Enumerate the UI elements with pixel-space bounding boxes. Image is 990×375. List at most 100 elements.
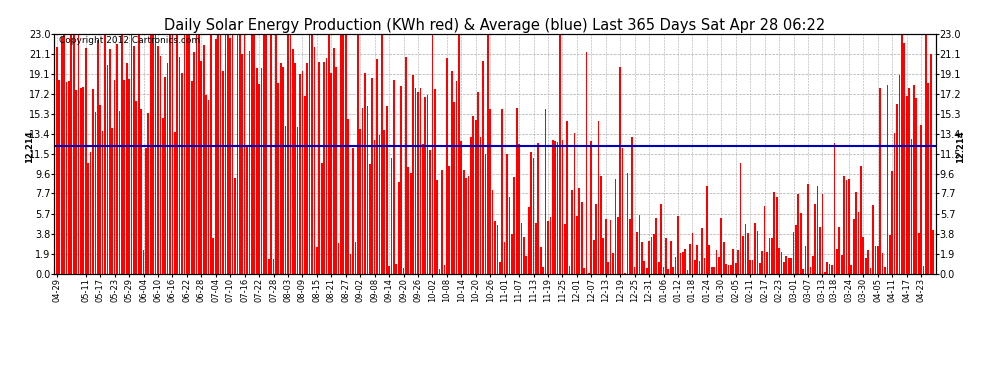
Bar [102, 131, 103, 274]
Bar [913, 85, 915, 274]
Bar [121, 34, 123, 274]
Bar [398, 182, 400, 274]
Bar [56, 47, 57, 274]
Bar [865, 258, 866, 274]
Bar [667, 269, 669, 274]
Bar [186, 34, 188, 274]
Bar [104, 34, 106, 274]
Bar [514, 177, 515, 274]
Bar [593, 240, 595, 274]
Bar [213, 238, 214, 274]
Bar [648, 242, 649, 274]
Bar [908, 87, 910, 274]
Bar [528, 207, 530, 274]
Bar [333, 48, 335, 274]
Bar [788, 258, 790, 274]
Bar [133, 46, 135, 274]
Bar [482, 61, 484, 274]
Bar [684, 249, 686, 274]
Bar [239, 34, 241, 274]
Bar [740, 163, 742, 274]
Bar [733, 249, 735, 274]
Bar [131, 34, 133, 274]
Bar [559, 34, 561, 274]
Text: 12.214: 12.214 [25, 130, 34, 163]
Bar [381, 34, 383, 274]
Bar [232, 34, 234, 274]
Bar [721, 218, 722, 274]
Bar [159, 56, 161, 274]
Bar [386, 106, 387, 274]
Bar [453, 102, 455, 274]
Bar [533, 158, 535, 274]
Bar [800, 213, 802, 274]
Bar [82, 87, 84, 274]
Bar [477, 92, 479, 274]
Bar [136, 101, 138, 274]
Bar [410, 172, 412, 274]
Bar [554, 141, 556, 274]
Bar [817, 186, 819, 274]
Bar [306, 63, 308, 274]
Bar [87, 163, 89, 274]
Bar [544, 109, 546, 274]
Bar [521, 223, 523, 274]
Bar [547, 221, 548, 274]
Bar [166, 63, 168, 274]
Bar [790, 258, 792, 274]
Bar [247, 146, 248, 274]
Bar [841, 255, 842, 274]
Bar [63, 34, 65, 274]
Bar [874, 246, 876, 274]
Bar [766, 252, 768, 274]
Bar [855, 192, 857, 274]
Bar [427, 94, 429, 274]
Bar [665, 238, 667, 274]
Bar [759, 263, 760, 274]
Bar [415, 88, 417, 274]
Bar [904, 43, 905, 274]
Bar [319, 62, 320, 274]
Bar [839, 228, 841, 274]
Bar [658, 262, 659, 274]
Bar [783, 262, 785, 274]
Bar [463, 170, 464, 274]
Bar [622, 148, 624, 274]
Bar [208, 100, 209, 274]
Bar [437, 180, 438, 274]
Bar [146, 148, 147, 274]
Bar [164, 77, 166, 274]
Bar [581, 202, 582, 274]
Bar [504, 242, 506, 274]
Bar [535, 224, 537, 274]
Bar [637, 232, 638, 274]
Bar [354, 242, 356, 274]
Bar [588, 273, 590, 274]
Bar [154, 34, 156, 274]
Bar [848, 179, 849, 274]
Bar [225, 34, 227, 274]
Bar [662, 267, 664, 274]
Bar [374, 140, 375, 274]
Bar [65, 82, 67, 274]
Bar [879, 88, 881, 274]
Bar [749, 260, 751, 274]
Bar [280, 63, 281, 274]
Bar [738, 250, 739, 274]
Bar [543, 267, 544, 274]
Bar [412, 75, 414, 274]
Bar [862, 237, 864, 274]
Bar [309, 34, 311, 274]
Bar [210, 34, 212, 274]
Bar [484, 154, 486, 274]
Bar [802, 269, 804, 274]
Bar [395, 264, 397, 274]
Bar [294, 63, 296, 274]
Bar [420, 88, 421, 274]
Bar [538, 144, 540, 274]
Bar [906, 96, 908, 274]
Bar [578, 188, 580, 274]
Bar [617, 217, 619, 274]
Bar [812, 256, 814, 274]
Bar [191, 81, 192, 274]
